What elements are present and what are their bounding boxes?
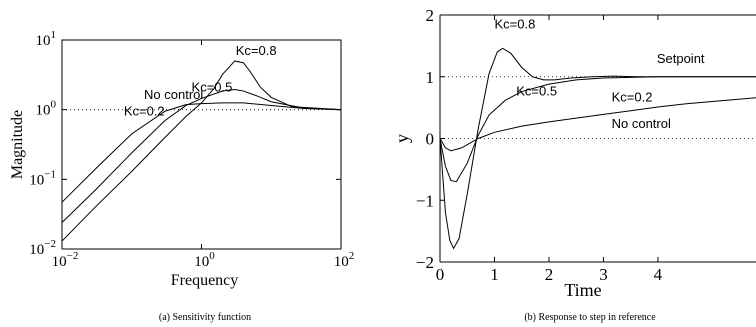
- y-tick-label: 0: [426, 130, 435, 149]
- curve-label: Kc=0.8: [236, 43, 277, 58]
- sensitivity-chart: 10−2 100 102 10−2 10−1 100 101 Kc=0.8 Kc=0.5No c…: [9, 29, 354, 323]
- curve-label: Setpoint: [657, 51, 705, 66]
- plot-frame: [61, 39, 342, 250]
- curve-label: No control: [612, 116, 671, 131]
- y-tick-label: 100: [36, 99, 57, 119]
- curve-label: Kc=0.2: [124, 103, 165, 118]
- x-axis-label: Time: [564, 280, 601, 300]
- x-tick-label: 10−2: [52, 250, 79, 270]
- series-line: [439, 97, 756, 152]
- y-axis-label: Magnitude: [9, 110, 26, 179]
- curve-label: Kc=0.5: [192, 80, 233, 95]
- curve-label: Kc=0.5: [516, 83, 557, 98]
- y-tick-label: 10−1: [29, 168, 56, 188]
- y-tick-label: 10−2: [29, 238, 56, 258]
- x-tick-label: 0: [436, 265, 445, 284]
- y-tick-label: −1: [416, 191, 434, 210]
- chart-caption: (a) Sensitivity function: [159, 312, 251, 323]
- x-tick-label: 100: [194, 250, 215, 270]
- curve-label: Kc=0.8: [494, 17, 535, 32]
- chart-caption: (b) Response to step in reference: [524, 312, 656, 323]
- series-line: [61, 88, 342, 223]
- y-tick-label: 2: [426, 6, 435, 25]
- x-tick-label: 102: [334, 250, 355, 270]
- series-line: [61, 60, 342, 242]
- curve-label: No control: [144, 87, 203, 102]
- y-tick-label: 101: [36, 29, 57, 49]
- x-tick-label: 4: [654, 265, 663, 284]
- series-line: [439, 47, 756, 250]
- series-line: [61, 102, 342, 203]
- x-tick-label: 1: [490, 265, 499, 284]
- y-tick-label: −2: [416, 253, 434, 272]
- x-tick-label: 2: [545, 265, 554, 284]
- series-line: [439, 76, 756, 183]
- curve-label: Kc=0.2: [612, 89, 653, 104]
- x-tick-label: 3: [599, 265, 608, 284]
- y-axis-label: y: [392, 134, 412, 143]
- x-axis-label: Frequency: [171, 272, 239, 289]
- step-response-chart: 0 1 2 3 4 −2 −1 0 1 2 Kc=0.8 Setpoint Kc=0.5 Kc=0.2 No…: [392, 6, 756, 323]
- y-tick-label: 1: [426, 68, 435, 87]
